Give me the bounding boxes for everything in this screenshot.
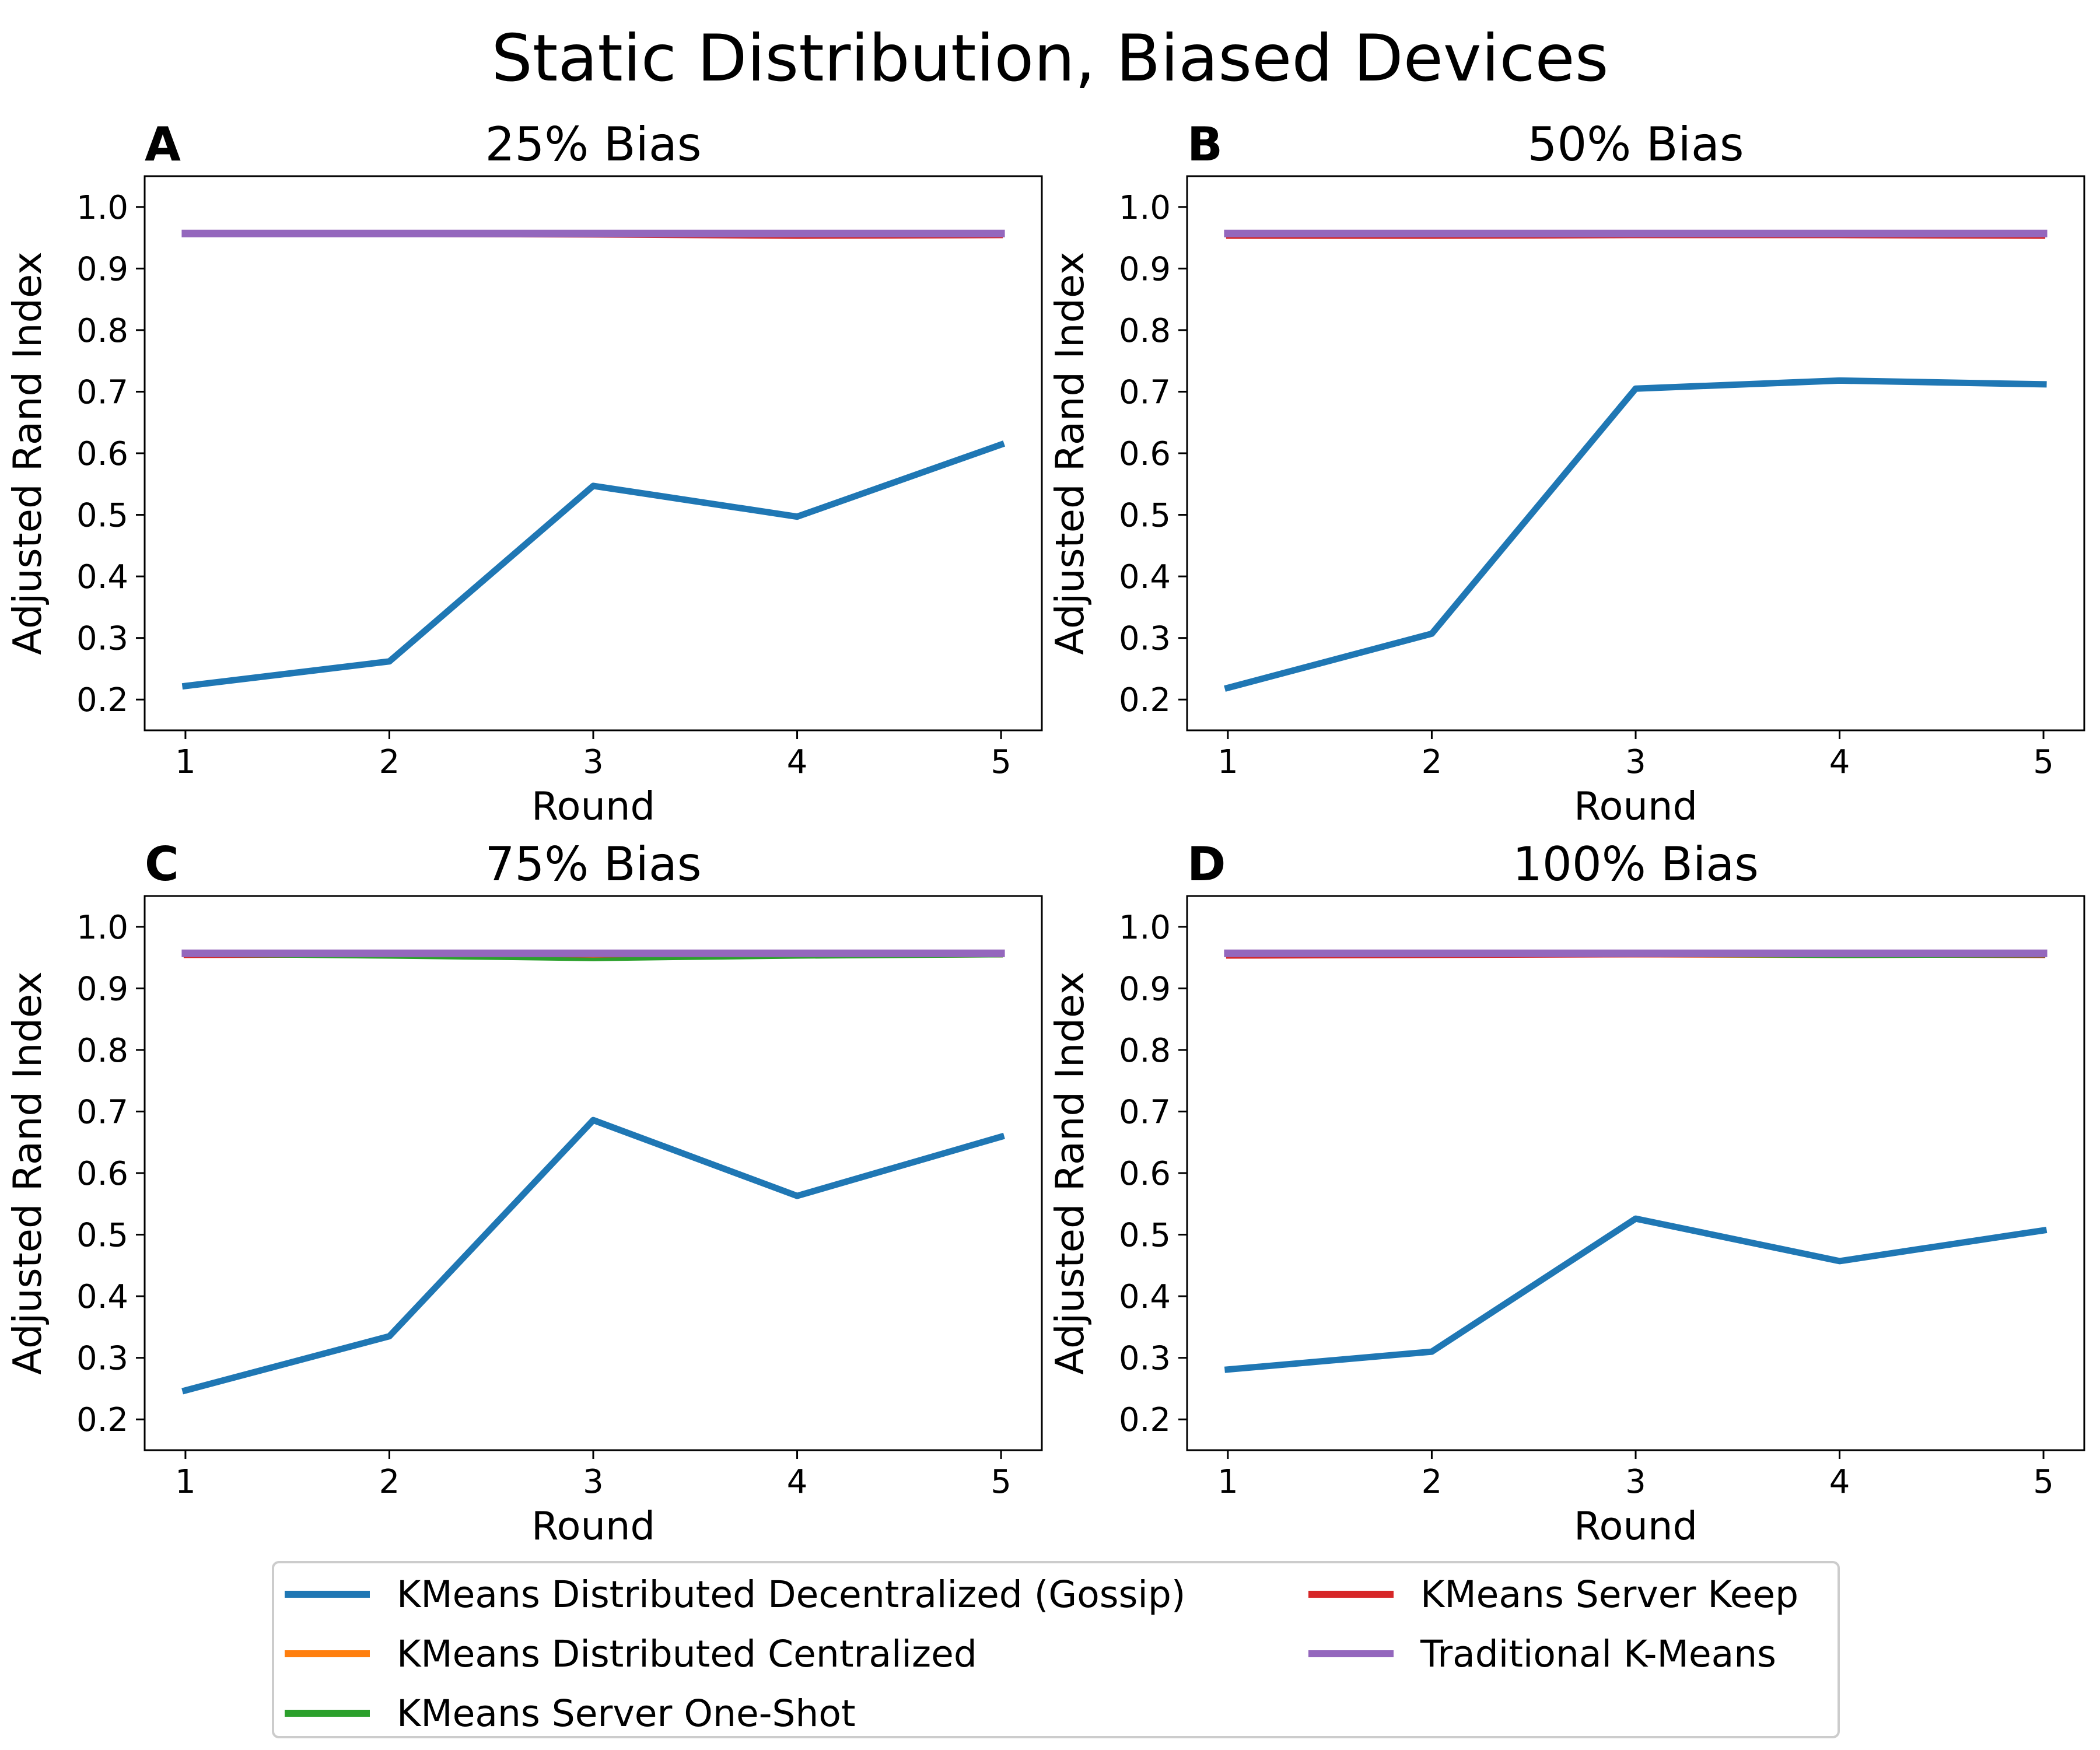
y-tick-label: 1.0 [76, 189, 128, 227]
x-tick-label: 5 [2033, 1463, 2054, 1501]
y-tick-label: 0.5 [76, 497, 128, 535]
y-tick-label: 0.3 [1119, 620, 1171, 658]
y-tick-label: 0.3 [76, 1340, 128, 1378]
y-tick-label: 0.9 [76, 250, 128, 288]
y-tick-label: 0.7 [1119, 373, 1171, 411]
y-tick-label: 0.9 [1119, 250, 1171, 288]
y-tick-label: 1.0 [1119, 909, 1171, 947]
y-tick-label: 0.3 [76, 620, 128, 658]
y-tick-label: 0.6 [76, 435, 128, 473]
x-tick-label: 5 [991, 1463, 1012, 1501]
series-line-kmeans-distributed-decentralized-gossip [181, 440, 1006, 690]
y-tick-label: 0.6 [76, 1155, 128, 1193]
figure-title: Static Distribution, Biased Devices [491, 21, 1608, 96]
panel-letter: C [145, 837, 179, 891]
y-tick-label: 0.7 [76, 373, 128, 411]
legend-frame [272, 1561, 1840, 1738]
y-axis-label: Adjusted Rand Index [1047, 971, 1093, 1374]
y-tick-label: 0.8 [1119, 312, 1171, 350]
y-axis-label: Adjusted Rand Index [1047, 251, 1093, 654]
panel-letter: D [1187, 837, 1226, 891]
y-tick-label: 0.2 [76, 1401, 128, 1439]
x-tick-label: 5 [2033, 743, 2054, 781]
y-tick-label: 0.7 [76, 1093, 128, 1131]
x-tick-label: 2 [1422, 1463, 1443, 1501]
y-tick-label: 0.2 [1119, 1401, 1171, 1439]
x-tick-label: 2 [379, 1463, 400, 1501]
legend-entry: KMeans Server Keep [1308, 1573, 1798, 1616]
y-tick-label: 0.5 [1119, 497, 1171, 535]
legend-entry: KMeans Distributed Centralized [285, 1633, 977, 1675]
legend: KMeans Distributed Decentralized (Gossip… [272, 1561, 1840, 1738]
y-tick-label: 0.4 [1119, 558, 1171, 596]
y-tick-label: 0.6 [1119, 1155, 1171, 1193]
panel-letter: B [1187, 117, 1223, 172]
y-tick-label: 0.4 [76, 558, 128, 596]
chart-panel-c: 1 2 3 4 5 0.2 0.3 0.4 0.5 0.6 0.7 0.8 0.9 1.0 Round Adj… [5, 837, 1043, 1549]
legend-entry: KMeans Server One-Shot [285, 1692, 856, 1735]
x-tick-label: 3 [583, 1463, 604, 1501]
x-axis-label: Round [531, 1503, 655, 1549]
x-axis-label: Round [531, 783, 655, 829]
y-tick-label: 0.3 [1119, 1340, 1171, 1378]
x-tick-label: 3 [583, 743, 604, 781]
y-tick-label: 0.5 [1119, 1217, 1171, 1255]
chart-panel-b: 1 2 3 4 5 0.2 0.3 0.4 0.5 0.6 0.7 0.8 0.9 1.0 Round Adj… [1047, 117, 2085, 829]
x-tick-label: 1 [1217, 743, 1238, 781]
legend-label: Traditional K-Means [1420, 1633, 1776, 1675]
y-tick-label: 0.8 [76, 1032, 128, 1070]
panel-letter: A [145, 117, 181, 172]
y-tick-label: 0.6 [1119, 435, 1171, 473]
series-line-kmeans-distributed-decentralized-gossip [181, 1116, 1005, 1395]
legend-label: KMeans Distributed Centralized [397, 1633, 977, 1675]
x-tick-label: 3 [1625, 1463, 1646, 1501]
y-tick-label: 0.4 [76, 1278, 128, 1316]
x-tick-label: 2 [379, 743, 400, 781]
y-tick-label: 1.0 [76, 909, 128, 947]
y-tick-label: 0.9 [1119, 970, 1171, 1008]
series-line-kmeans-distributed-decentralized-gossip [1224, 377, 2047, 692]
x-tick-label: 2 [1422, 743, 1443, 781]
chart-panel-a: 1 2 3 4 5 0.2 0.3 0.4 0.5 0.6 0.7 0.8 0.9 1.0 Round Adj… [5, 117, 1043, 829]
y-axis-label: Adjusted Rand Index [5, 251, 50, 654]
y-tick-label: 1.0 [1119, 189, 1171, 227]
series-line-kmeans-distributed-decentralized-gossip [1224, 1215, 2048, 1373]
x-tick-label: 4 [787, 1463, 808, 1501]
y-tick-label: 0.7 [1119, 1093, 1171, 1131]
y-tick-label: 0.9 [76, 970, 128, 1008]
chart-panels: 1 2 3 4 5 0.2 0.3 0.4 0.5 0.6 0.7 0.8 0.9 1.0 Round Adj… [5, 117, 2085, 1549]
y-tick-label: 0.4 [1119, 1278, 1171, 1316]
panel-title: 100% Bias [1513, 837, 1759, 891]
legend-entry: Traditional K-Means [1308, 1633, 1776, 1675]
x-tick-label: 1 [1217, 1463, 1238, 1501]
legend-entry: KMeans Distributed Decentralized (Gossip… [285, 1573, 1185, 1616]
panel-title: 75% Bias [485, 837, 701, 891]
legend-label: KMeans Distributed Decentralized (Gossip… [397, 1573, 1185, 1616]
chart-panel-d: 1 2 3 4 5 0.2 0.3 0.4 0.5 0.6 0.7 0.8 0.9 1.0 Round Adj… [1047, 837, 2085, 1549]
x-tick-label: 1 [175, 1463, 196, 1501]
legend-label: KMeans Server One-Shot [397, 1692, 856, 1735]
x-tick-label: 1 [175, 743, 196, 781]
y-tick-label: 0.8 [1119, 1032, 1171, 1070]
x-tick-label: 4 [1829, 1463, 1850, 1501]
x-axis-label: Round [1574, 783, 1698, 829]
x-tick-label: 4 [1829, 743, 1850, 781]
y-tick-label: 0.5 [76, 1217, 128, 1255]
x-axis-label: Round [1574, 1503, 1698, 1549]
y-tick-label: 0.8 [76, 312, 128, 350]
y-tick-label: 0.2 [76, 681, 128, 719]
legend-label: KMeans Server Keep [1420, 1573, 1798, 1616]
y-tick-label: 0.2 [1119, 681, 1171, 719]
panel-title: 25% Bias [485, 117, 701, 172]
x-tick-label: 5 [991, 743, 1012, 781]
x-tick-label: 4 [787, 743, 808, 781]
panel-title: 50% Bias [1527, 117, 1744, 172]
y-axis-label: Adjusted Rand Index [5, 971, 50, 1374]
x-tick-label: 3 [1625, 743, 1646, 781]
